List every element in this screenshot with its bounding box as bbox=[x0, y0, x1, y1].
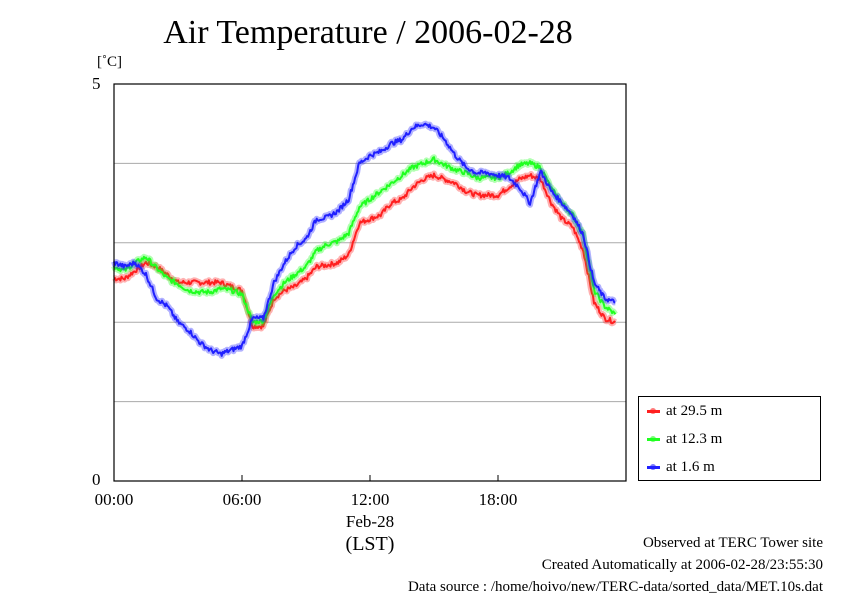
legend-label-1-6m: at 1.6 m bbox=[666, 458, 715, 475]
footer-data-source: Data source : /home/hoivo/new/TERC-data/… bbox=[407, 579, 823, 595]
series-halo-0 bbox=[112, 170, 618, 332]
y-tick-label-max: 5 bbox=[92, 74, 101, 93]
legend: at 29.5 m at 12.3 m at 1.6 m bbox=[638, 396, 821, 481]
legend-label-12-3m: at 12.3 m bbox=[666, 430, 723, 447]
x-date-label: Feb-28 bbox=[345, 512, 395, 531]
x-tick-label-0000: 00:00 bbox=[94, 490, 134, 509]
footer-observed: Observed at TERC Tower site bbox=[642, 535, 823, 551]
legend-item-1-6m: at 1.6 m bbox=[647, 457, 715, 477]
series-line-1 bbox=[113, 156, 617, 325]
x-tick-label-1200: 12:00 bbox=[350, 490, 390, 509]
y-axis-unit-label: [˚C] bbox=[97, 54, 122, 70]
legend-item-29-5m: at 29.5 m bbox=[647, 401, 722, 421]
y-tick-label-min: 0 bbox=[92, 470, 101, 489]
legend-swatch-29-5m bbox=[647, 407, 660, 414]
x-tick-label-0600: 06:00 bbox=[222, 490, 262, 509]
x-axis-label: (LST) bbox=[345, 533, 395, 555]
series-line-2 bbox=[113, 122, 616, 357]
footer-created: Created Automatically at 2006-02-28/23:5… bbox=[541, 557, 823, 573]
chart-title: Air Temperature / 2006-02-28 bbox=[163, 14, 573, 51]
series-lines bbox=[111, 120, 618, 359]
legend-swatch-12-3m bbox=[647, 435, 660, 442]
series-line-0 bbox=[113, 172, 616, 330]
axis-ticks bbox=[113, 475, 499, 481]
legend-swatch-1-6m bbox=[647, 463, 660, 470]
legend-label-29-5m: at 29.5 m bbox=[666, 402, 723, 419]
grid-lines bbox=[114, 162, 626, 403]
legend-item-12-3m: at 12.3 m bbox=[647, 429, 722, 449]
x-tick-label-1800: 18:00 bbox=[478, 490, 518, 509]
